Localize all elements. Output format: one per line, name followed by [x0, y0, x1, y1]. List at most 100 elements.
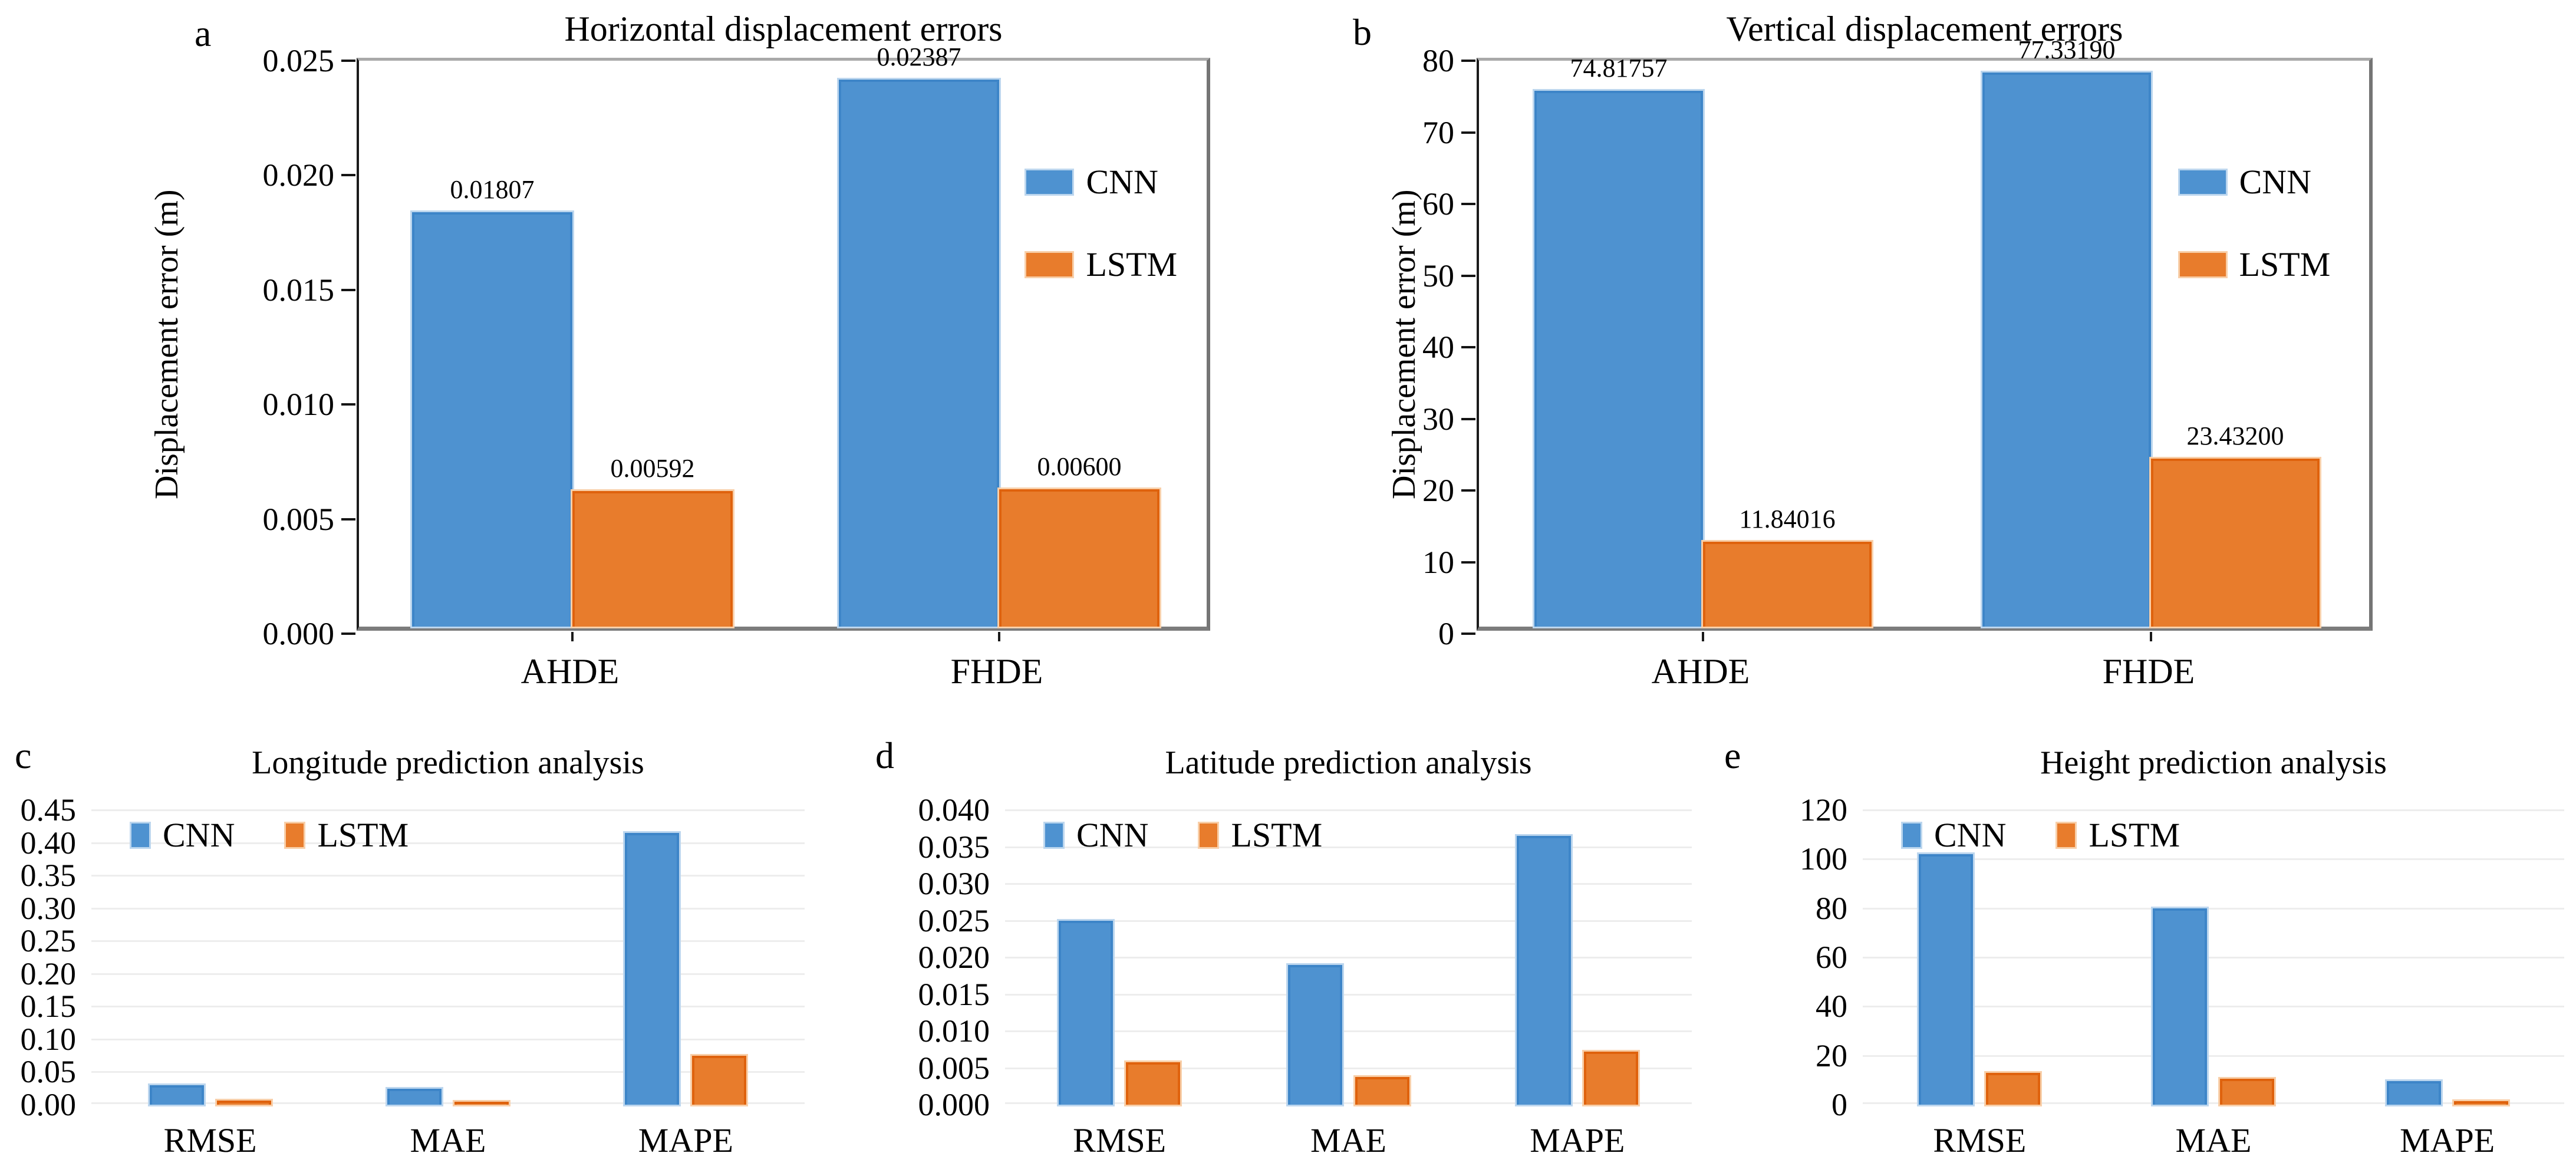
panel-letter-e: e [1724, 734, 1741, 776]
gridline [91, 1071, 805, 1073]
gridline [91, 1102, 805, 1104]
bar-cnn-rmse [1059, 920, 1114, 1105]
y-tick-label: 70 [1422, 114, 1454, 150]
gridline [91, 809, 805, 811]
chart-title: Vertical displacement errors [1726, 9, 2123, 48]
bar-cnn-mae [1287, 964, 1342, 1105]
x-category-label: FHDE [2102, 652, 2195, 691]
bar-lstm-mae [2220, 1079, 2274, 1105]
legend-label: LSTM [317, 816, 409, 854]
x-category-label: MAPE [2400, 1121, 2495, 1159]
gridline [91, 1006, 805, 1008]
gridline [1005, 993, 1692, 996]
y-tick-label: 30 [1422, 401, 1454, 437]
chart-horizontal-displacement-errors: a Horizontal displacement errors Displac… [77, 9, 1297, 719]
y-tick-label: 0.015 [918, 976, 990, 1012]
bar-value-label: 0.02387 [877, 42, 961, 71]
plot-area: 0.040 0.035 0.030 0.025 0.020 0.015 0.010 0.005… [918, 792, 1692, 1122]
bar-cnn-mape [625, 832, 680, 1105]
y-tick-mark [341, 174, 355, 177]
chart-height-prediction-analysis: e Height prediction analysis 120 100 80 60 4… [1709, 731, 2573, 1173]
gridline [1863, 858, 2564, 861]
legend-swatch-lstm [1198, 822, 1220, 849]
bar-lstm-rmse [216, 1101, 271, 1105]
y-tick-label: 40 [1816, 989, 1847, 1025]
legend-label: CNN [163, 816, 235, 854]
y-tick-label: 100 [1800, 841, 1847, 877]
y-tick-label: 0 [1831, 1087, 1847, 1122]
chart-title: Horizontal displacement errors [564, 9, 1003, 48]
legend-item-lstm: LSTM [1025, 246, 1177, 283]
gridline [91, 940, 805, 943]
y-tick-label: 0.025 [262, 43, 335, 78]
bar-lstm-rmse [1986, 1072, 2041, 1105]
gridline [91, 875, 805, 877]
y-tick-mark [341, 60, 355, 62]
y-tick-mark [341, 403, 355, 406]
y-tick-mark [341, 633, 355, 635]
gridline [1005, 1067, 1692, 1069]
bar-cnn-ahde [412, 212, 572, 627]
gridline [1005, 883, 1692, 885]
bar-cnn-mae [387, 1089, 442, 1105]
chart-vertical-displacement-errors: b Vertical displacement errors Displacem… [1329, 9, 2567, 719]
y-tick-mark [1461, 489, 1475, 492]
x-tick-mark [2150, 632, 2152, 641]
bar-lstm-ahde [572, 490, 733, 627]
bar-cnn-fhde [1982, 73, 2151, 627]
y-tick-label: 0.30 [20, 890, 77, 926]
y-tick-label: 0.20 [20, 956, 77, 991]
bar-cnn-fhde [839, 79, 999, 627]
gridline [1005, 1030, 1692, 1032]
bar-value-label: 0.01807 [450, 175, 535, 205]
plot-area: 120 100 80 60 40 20 0 CNN LSTM [1800, 792, 2564, 1122]
gridline [1863, 957, 2564, 958]
y-tick-label: 80 [1816, 890, 1847, 926]
chart-longitude-prediction-analysis: c Longitude prediction analysis 0.45 0.40… [6, 731, 852, 1173]
legend: CNN LSTM [1025, 162, 1177, 283]
y-tick-label: 0.010 [918, 1013, 990, 1049]
bar-lstm-mape [692, 1055, 747, 1105]
legend-label: CNN [1076, 816, 1149, 854]
gridline [1005, 957, 1692, 958]
y-tick-mark [1461, 417, 1475, 420]
y-tick-label: 40 [1422, 330, 1454, 365]
y-tick-label: 80 [1422, 43, 1454, 78]
legend-label: CNN [1934, 816, 2007, 854]
gridline [1005, 809, 1692, 811]
legend-item-lstm: LSTM [2178, 246, 2330, 283]
legend-label: CNN [1086, 162, 1158, 201]
bar-cnn-mape [1516, 835, 1571, 1105]
legend-item-lstm: LSTM [2055, 817, 2180, 854]
y-tick-label: 60 [1422, 186, 1454, 222]
y-tick-label: 0.25 [20, 923, 77, 959]
chart-latitude-prediction-analysis: d Latitude prediction analysis 0.040 0.03… [858, 731, 1707, 1173]
y-tick-mark [1461, 633, 1475, 635]
y-tick-label: 0 [1438, 616, 1454, 651]
bar-value-label: 74.81757 [1570, 53, 1668, 83]
gridline [1863, 1055, 2564, 1057]
bar-value-label: 11.84016 [1739, 505, 1836, 534]
legend-swatch-cnn [1043, 822, 1065, 849]
gridline [1005, 846, 1692, 848]
x-tick-mark [1702, 632, 1704, 641]
x-category-label: MAPE [638, 1121, 733, 1159]
bar-lstm-fhde [999, 489, 1159, 627]
y-tick-label: 50 [1422, 258, 1454, 294]
legend: CNN LSTM [2178, 163, 2330, 283]
y-tick-label: 0.10 [20, 1021, 77, 1057]
gridline [1863, 809, 2564, 811]
bar-lstm-mae [454, 1102, 509, 1105]
x-category-label: RMSE [1933, 1121, 2027, 1159]
legend: CNN LSTM [1043, 817, 1322, 854]
x-category-label: MAE [410, 1121, 486, 1159]
gridline [1863, 907, 2564, 910]
bar-value-label: 0.00592 [610, 453, 695, 483]
legend-swatch-cnn [1901, 822, 1922, 849]
chart-title: Longitude prediction analysis [252, 745, 644, 781]
y-tick-label: 0.010 [262, 387, 335, 423]
y-tick-mark [341, 288, 355, 291]
x-category-label: MAE [2175, 1121, 2252, 1159]
bar-cnn-rmse [1919, 854, 1974, 1105]
